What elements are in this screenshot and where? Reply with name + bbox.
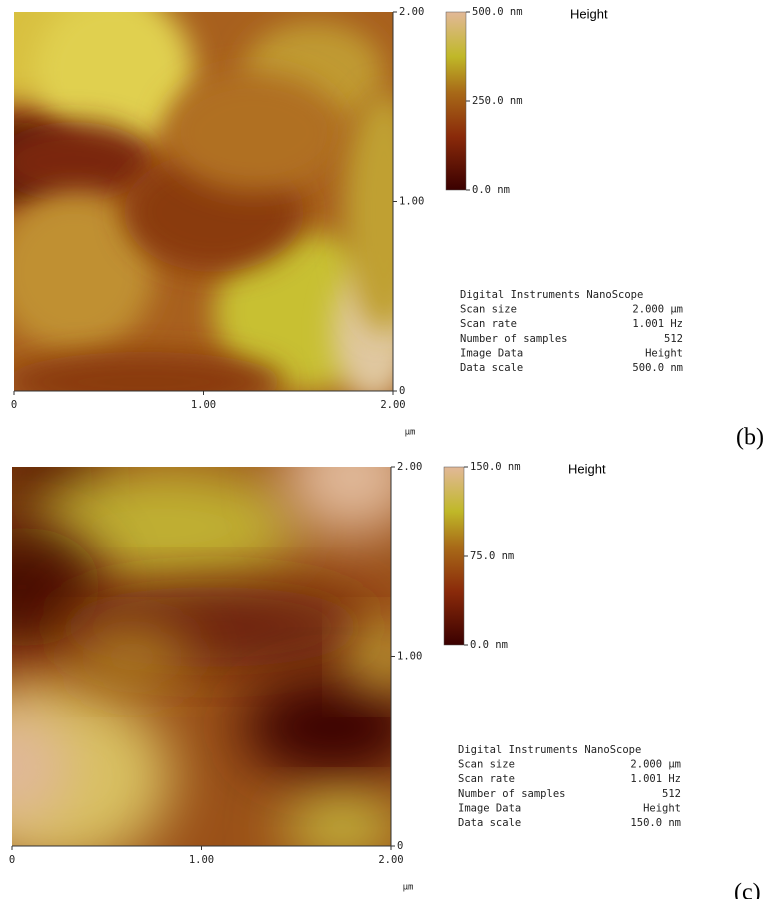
info-value: 2.000 µm (630, 759, 681, 771)
height-feature (164, 72, 344, 192)
height-feature (22, 467, 302, 587)
info-header: Digital Instruments NanoScope (458, 744, 641, 756)
y-tick-label: 0 (397, 840, 403, 852)
info-key: Scan size (460, 304, 517, 316)
colorbar (445, 11, 467, 191)
x-unit: µm (403, 883, 414, 893)
height-feature (282, 467, 391, 537)
height-feature (34, 12, 194, 152)
y-tick-label: 1.00 (397, 651, 422, 663)
afm-image (12, 467, 391, 846)
height-feature (242, 677, 391, 777)
colorbar-label: 150.0 nm (470, 461, 521, 473)
info-value: 512 (662, 788, 681, 800)
colorbar-label: 0.0 nm (472, 184, 510, 196)
height-feature (282, 797, 391, 846)
colorbar-label: 0.0 nm (470, 639, 508, 651)
y-tick-label: 0 (399, 385, 405, 397)
x-tick-label: 2.00 (380, 399, 405, 411)
info-value: 150.0 nm (630, 817, 681, 829)
info-value: 500.0 nm (632, 362, 683, 374)
info-value: Height (643, 802, 681, 814)
info-key: Data scale (460, 362, 523, 374)
height-feature (352, 627, 391, 687)
y-tick-label: 2.00 (397, 461, 422, 473)
height-feature (72, 627, 192, 687)
y-tick-label: 1.00 (399, 196, 424, 208)
x-unit: µm (405, 428, 416, 438)
panel-label: (c) (734, 880, 761, 899)
y-tick-label: 2.00 (399, 6, 424, 18)
info-key: Scan rate (460, 318, 517, 330)
height-feature (14, 122, 154, 202)
info-value: 512 (664, 333, 683, 345)
x-tick-label: 2.00 (378, 854, 403, 866)
info-key: Scan size (458, 759, 515, 771)
x-tick-label: 0 (11, 399, 17, 411)
info-key: Data scale (458, 817, 521, 829)
info-key: Image Data (458, 802, 521, 814)
height-feature (14, 192, 154, 352)
info-key: Number of samples (458, 788, 565, 800)
info-value: 1.001 Hz (630, 773, 681, 785)
colorbar (443, 466, 465, 646)
info-key: Scan rate (458, 773, 515, 785)
info-key: Number of samples (460, 333, 567, 345)
x-tick-label: 1.00 (189, 854, 214, 866)
colorbar-label: 500.0 nm (472, 6, 523, 18)
info-value: 1.001 Hz (632, 318, 683, 330)
info-value: Height (645, 347, 683, 359)
info-key: Image Data (460, 347, 523, 359)
height-feature (14, 352, 284, 391)
info-value: 2.000 µm (632, 304, 683, 316)
height-feature (344, 92, 393, 332)
afm-image (14, 12, 393, 391)
colorbar-label: 250.0 nm (472, 95, 523, 107)
colorbar-title: Height (570, 6, 608, 21)
x-tick-label: 0 (9, 854, 15, 866)
panel-label: (b) (736, 425, 764, 451)
colorbar-label: 75.0 nm (470, 550, 514, 562)
colorbar-title: Height (568, 461, 606, 476)
height-feature (12, 707, 72, 827)
info-header: Digital Instruments NanoScope (460, 289, 643, 301)
x-tick-label: 1.00 (191, 399, 216, 411)
